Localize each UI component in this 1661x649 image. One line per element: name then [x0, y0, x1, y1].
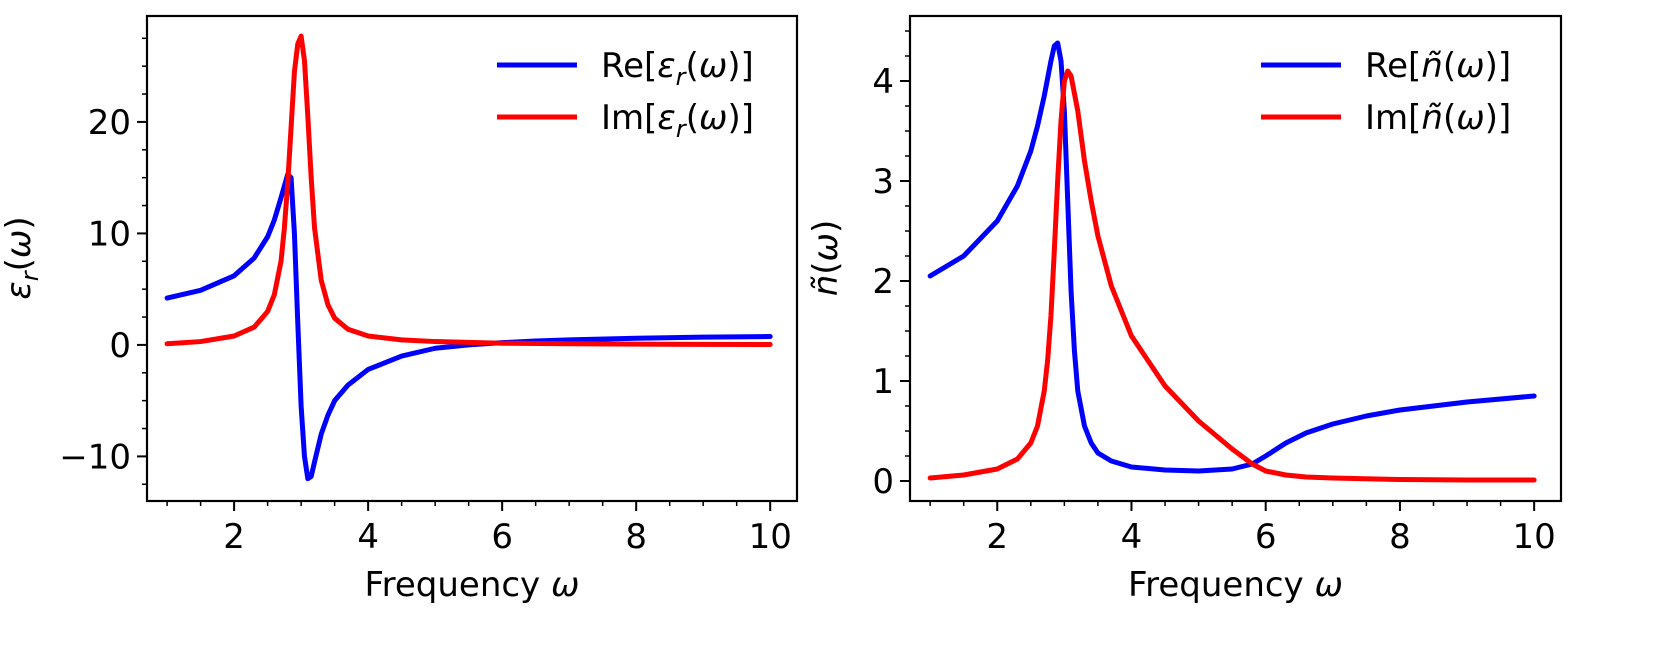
x-tick-label: 4 [357, 517, 379, 557]
x-tick-label: 6 [1255, 517, 1277, 557]
plot-frame [145, 14, 799, 503]
x-tick-label: 4 [1121, 517, 1143, 557]
series-line-im [164, 33, 773, 347]
x-tick-label: 2 [986, 517, 1008, 557]
y-tick-label: 10 [88, 214, 131, 254]
y-tick-label: 0 [872, 462, 894, 502]
x-tick-label: 8 [625, 517, 647, 557]
y-tick-label: 0 [109, 326, 131, 366]
y-tick-label: 2 [872, 262, 894, 302]
x-axis-title: Frequency ω [1128, 565, 1343, 605]
legend-label-im: Im[εr(ω)] [601, 98, 754, 143]
series-line-re [927, 40, 1537, 474]
legend-label-re: Re[εr(ω)] [601, 46, 754, 91]
chart-panel-1: 2 4 6 8 10 −10 0 10 20 Frequency ω εr(ω) Re[εr(ω)] I… [0, 14, 799, 605]
x-axis-title: Frequency ω [365, 565, 580, 605]
plot-frame [908, 14, 1563, 503]
x-tick-label: 2 [223, 517, 245, 557]
y-axis-title: ñ(ω) [806, 220, 846, 297]
y-axis-title: εr(ω) [0, 216, 44, 299]
y-tick-label: 1 [872, 362, 894, 402]
y-tick-label: 20 [88, 103, 131, 143]
x-tick-label: 10 [749, 517, 792, 557]
y-tick-label: −10 [59, 437, 131, 477]
x-tick-label: 6 [491, 517, 513, 557]
x-tick-label: 8 [1389, 517, 1411, 557]
chart-panel-2: 2 4 6 8 10 0 1 2 3 4 Frequency ω ñ(ω) Re[ñ(ω)] Im[ñ(ω… [806, 14, 1563, 605]
series-line-im [927, 68, 1537, 483]
y-tick-label: 4 [872, 62, 894, 102]
x-tick-label: 10 [1513, 517, 1556, 557]
legend-label-re: Re[ñ(ω)] [1365, 46, 1511, 86]
legend-label-im: Im[ñ(ω)] [1365, 98, 1511, 138]
y-tick-label: 3 [872, 162, 894, 202]
